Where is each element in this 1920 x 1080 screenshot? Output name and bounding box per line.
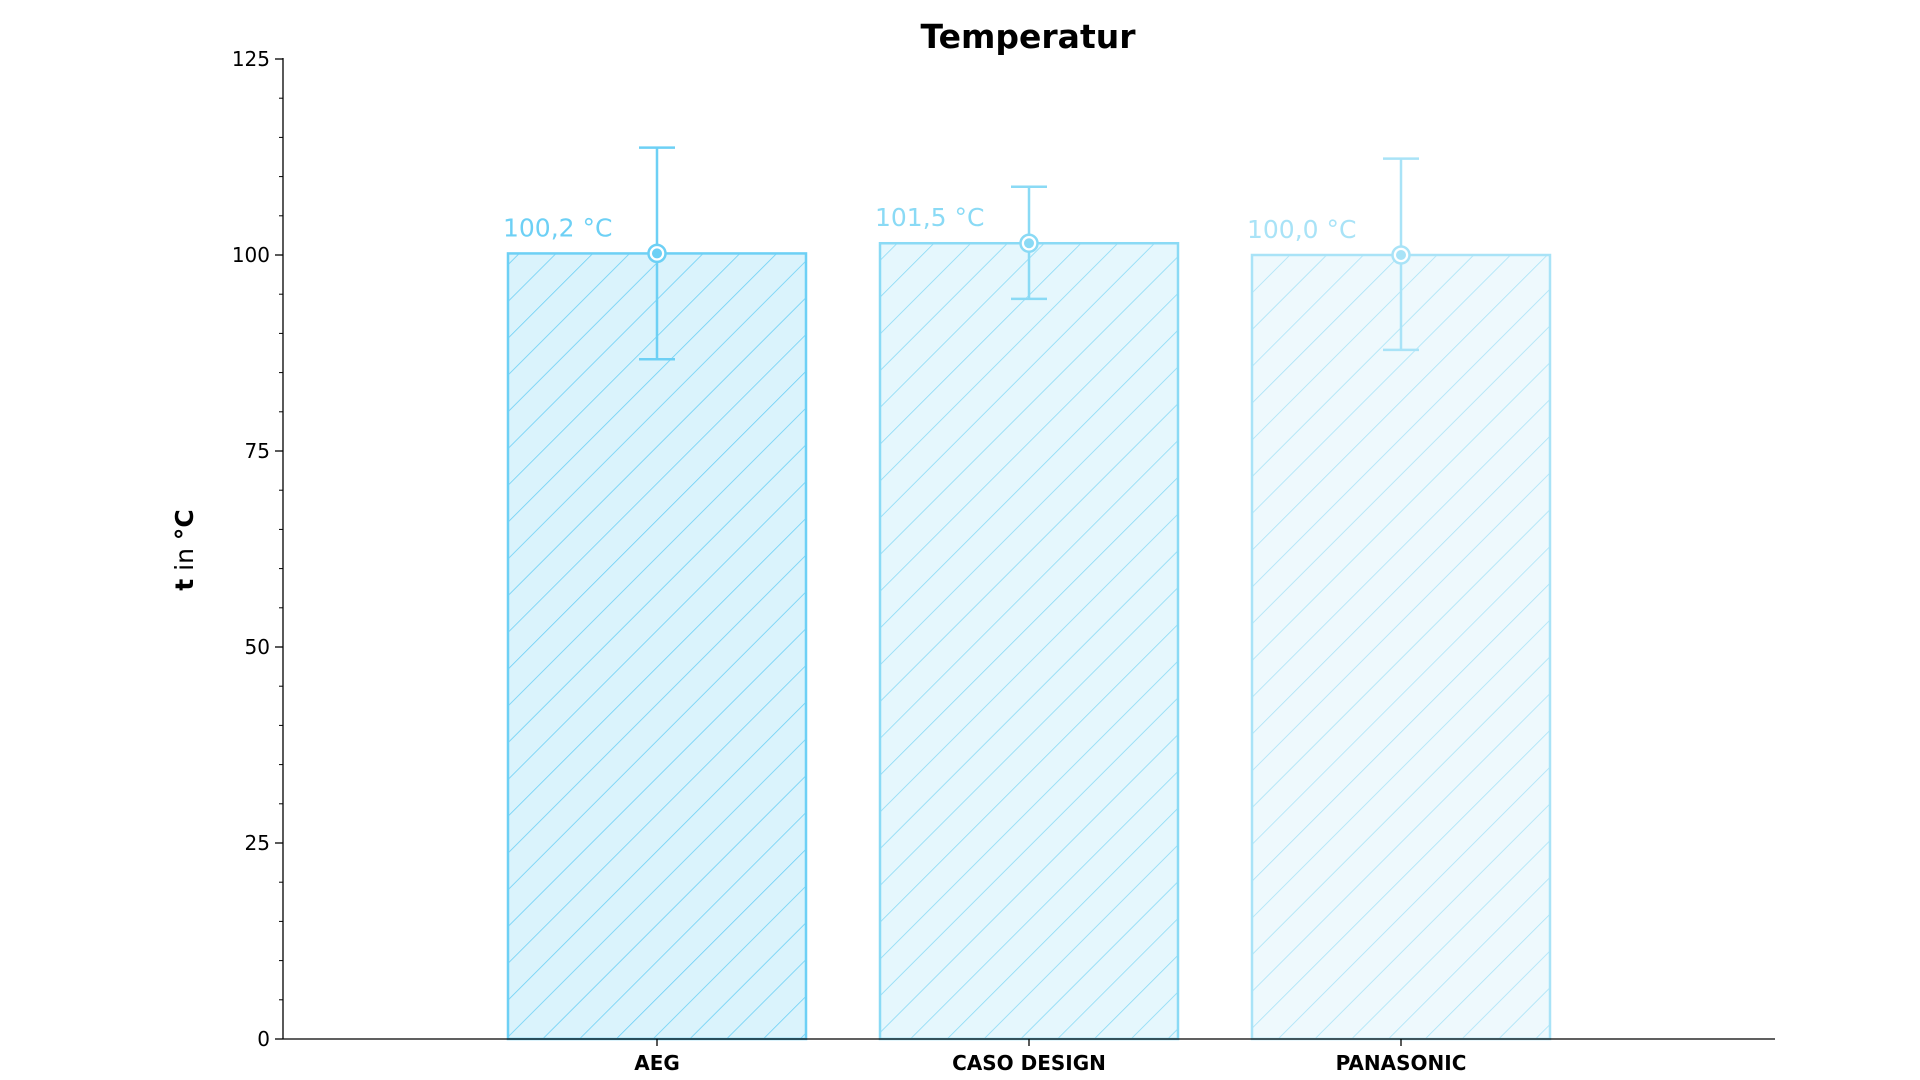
- data-label: 101,5 °C: [875, 203, 984, 232]
- y-axis-label-unit: °C: [170, 509, 199, 540]
- bars-layer: 100,2 °C 101,5 °C 100,0 °C: [503, 146, 1552, 1041]
- value-marker-dot: [1396, 250, 1406, 260]
- chart-title: Temperatur: [921, 17, 1137, 56]
- y-tick-label: 100: [232, 243, 270, 267]
- bar-hatch: [508, 253, 806, 1039]
- y-tick-label: 0: [257, 1027, 270, 1051]
- y-tick-label: 125: [232, 47, 270, 71]
- data-label: 100,2 °C: [503, 213, 612, 242]
- y-tick-label: 75: [245, 439, 270, 463]
- y-axis-label-mid: in: [170, 540, 199, 579]
- y-tick-label: 50: [245, 635, 270, 659]
- y-axis-label-variable: t: [170, 579, 199, 591]
- y-axis-label: t in °C: [170, 509, 199, 591]
- data-label: 100,0 °C: [1247, 215, 1356, 244]
- y-tick-label: 25: [245, 831, 270, 855]
- x-tick-label: PANASONIC: [1336, 1051, 1467, 1075]
- x-tick-label: CASO DESIGN: [952, 1051, 1106, 1075]
- bar-hatch: [1252, 255, 1550, 1039]
- axes-layer: AEG CASO DESIGN PANASONIC 0 25 50 75 100 125: [232, 47, 1775, 1075]
- x-tick-label: AEG: [634, 1051, 680, 1075]
- value-marker-dot: [652, 248, 662, 259]
- value-marker-dot: [1024, 238, 1034, 249]
- bar-hatch: [880, 243, 1178, 1040]
